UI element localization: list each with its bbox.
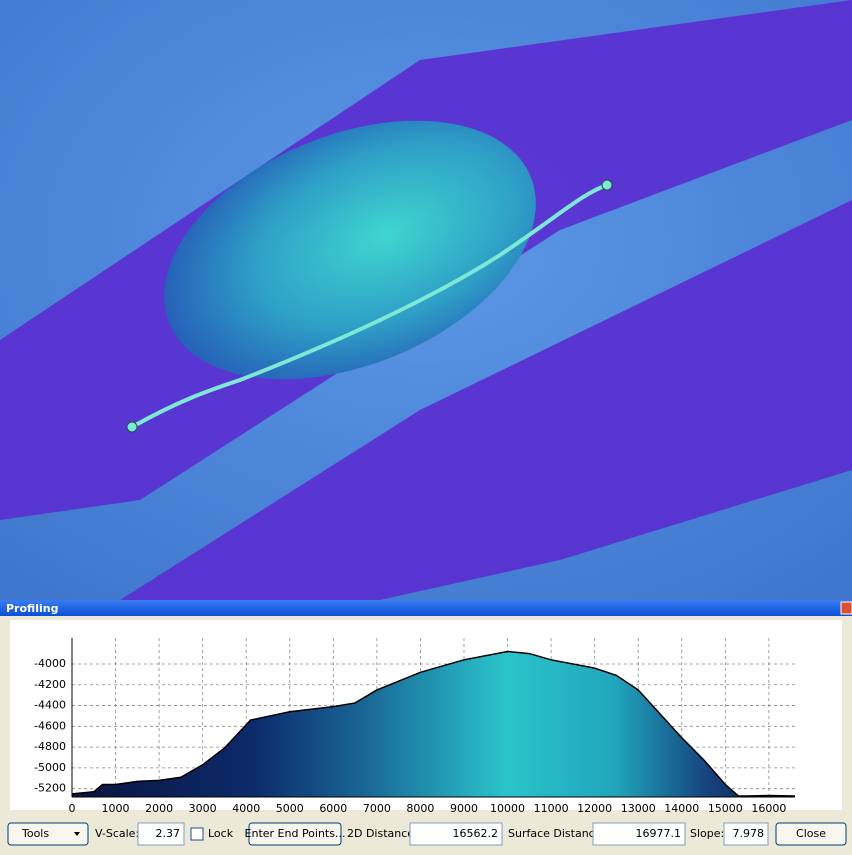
x-tick-label: 11000 [534,802,569,815]
x-tick-label: 12000 [577,802,612,815]
close-button-label: Close [796,827,826,840]
x-tick-label: 13000 [621,802,656,815]
y-tick-label: -5000 [34,761,66,774]
surface-label: Surface Distance: [508,827,605,840]
x-tick-label: 7000 [363,802,391,815]
x-tick-label: 10000 [490,802,525,815]
window-title: Profiling [6,602,58,615]
y-tick-label: -4600 [34,719,66,732]
x-tick-label: 14000 [664,802,699,815]
enter-points-button-label: Enter End Points... [245,827,346,840]
screen: Profiling -4000 -4200 -4400 -4600 -4800 -5000… [0,0,852,855]
slope-field-value: 7.978 [733,827,765,840]
x-tick-label: 6000 [319,802,347,815]
x-tick-label: 4000 [232,802,260,815]
y-tick-label: -4200 [34,678,66,691]
x-tick-label: 5000 [276,802,304,815]
x-tick-label: 16000 [751,802,786,815]
vscale-label: V-Scale: [95,827,139,840]
x-tick-label: 8000 [406,802,434,815]
lock-checkbox[interactable] [191,828,203,840]
surface-field-value: 16977.1 [636,827,682,840]
close-x[interactable] [841,602,852,614]
x-tick-label: 2000 [145,802,173,815]
y-tick-label: -4000 [34,657,66,670]
lock-label: Lock [208,827,234,840]
distance-label: 2D Distance: [347,827,418,840]
page: Profiling -4000 -4200 -4400 -4600 -4800 -5000… [0,0,852,855]
x-tick-label: 15000 [708,802,743,815]
y-tick-label: -4400 [34,699,66,712]
title-bar [0,600,852,616]
x-tick-label: 1000 [102,802,130,815]
terrain-view[interactable] [0,0,852,600]
x-tick-label: 9000 [450,802,478,815]
slope-label: Slope: [690,827,724,840]
x-tick-label: 0 [69,802,76,815]
y-tick-label: -4800 [34,740,66,753]
x-tick-label: 3000 [189,802,217,815]
y-tick-label: -5200 [34,782,66,795]
tools-label: Tools [21,827,49,840]
distance-field-value: 16562.2 [453,827,499,840]
vscale-field-value: 2.37 [156,827,181,840]
